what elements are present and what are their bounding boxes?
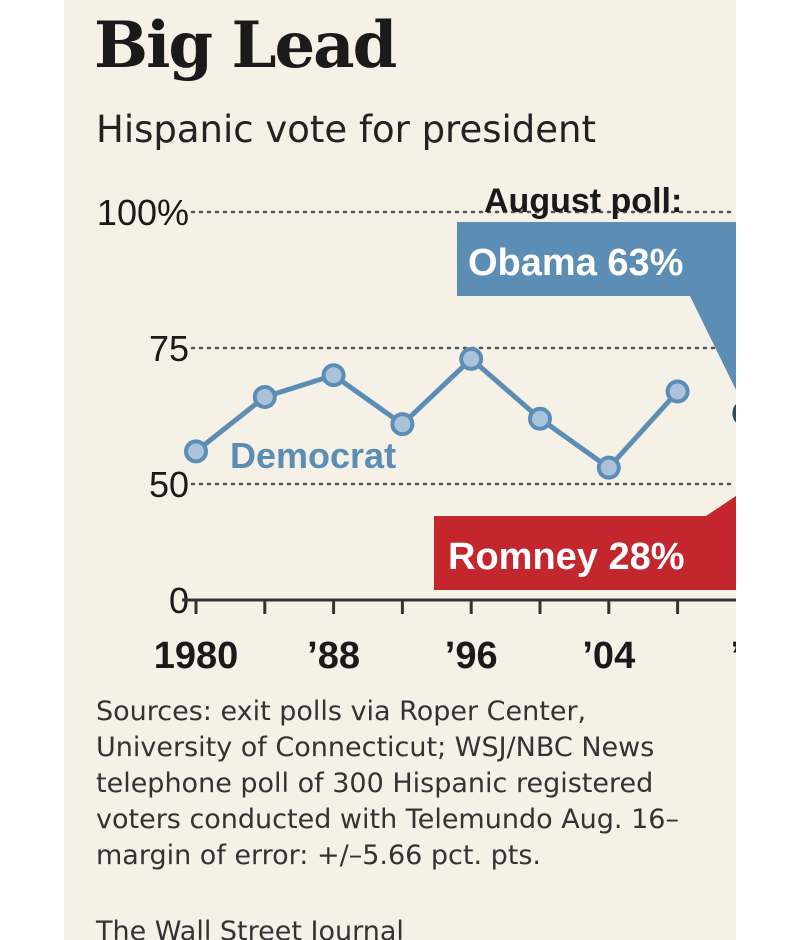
romney-callout-pointer: [706, 496, 736, 516]
data-point: [665, 379, 690, 404]
chart-panel: Big Lead Hispanic vote for president 100…: [64, 0, 736, 940]
series-line-democrat: [194, 356, 680, 471]
y-tick-labels: 100% 75 50 0: [97, 192, 189, 621]
x-tick-label: 1980: [154, 635, 239, 677]
latest-point-obama: [732, 403, 736, 423]
data-point: [528, 406, 552, 431]
series-label-democrat: Democrat: [230, 435, 396, 476]
sources-line: voters conducted with Telemundo Aug. 16–: [96, 804, 679, 835]
data-point: [184, 439, 208, 464]
y-tick-label: 100%: [97, 192, 189, 233]
x-tick-label: ’04: [582, 635, 635, 677]
line-chart: 100% 75 50 0 1980 ’88 ’96 ’04 ’1 Democrat Augus…: [97, 182, 736, 677]
grid-lines: [190, 210, 736, 486]
sources-note: Sources: exit polls via Roper Center, Un…: [96, 694, 736, 874]
obama-callout-pointer: [690, 296, 736, 390]
x-tick-label: ’88: [307, 635, 360, 677]
sources-line: Sources: exit polls via Roper Center,: [96, 696, 587, 727]
data-point: [321, 363, 346, 388]
x-axis: 1980 ’88 ’96 ’04 ’1: [154, 598, 736, 677]
data-point: [252, 384, 277, 409]
data-point: [596, 455, 621, 480]
x-tick-label: ’1: [731, 635, 736, 677]
romney-callout-label: Romney 28%: [448, 536, 685, 578]
sources-line: margin of error: +/–5.66 pct. pts.: [96, 840, 542, 871]
series-democrat: Democrat: [184, 346, 690, 480]
sources-line: telephone poll of 300 Hispanic registere…: [96, 768, 654, 799]
romney-callout-box: [434, 516, 736, 590]
credit-line: The Wall Street Journal: [96, 916, 404, 940]
obama-callout-label: Obama 63%: [468, 242, 683, 284]
chart-title: Big Lead: [94, 8, 397, 83]
data-point: [390, 412, 415, 437]
callouts: August poll: Obama 63% Romney 28%: [434, 182, 736, 590]
y-tick-label: 50: [149, 464, 189, 505]
sources-line: University of Connecticut; WSJ/NBC News: [96, 732, 655, 763]
chart-subtitle: Hispanic vote for president: [96, 108, 596, 151]
poll-label: August poll:: [484, 182, 682, 220]
obama-callout-box: [457, 222, 736, 296]
y-tick-label: 75: [149, 328, 189, 369]
data-point: [459, 346, 484, 371]
y-tick-label: 0: [169, 580, 189, 621]
x-tick-label: ’96: [445, 635, 498, 677]
